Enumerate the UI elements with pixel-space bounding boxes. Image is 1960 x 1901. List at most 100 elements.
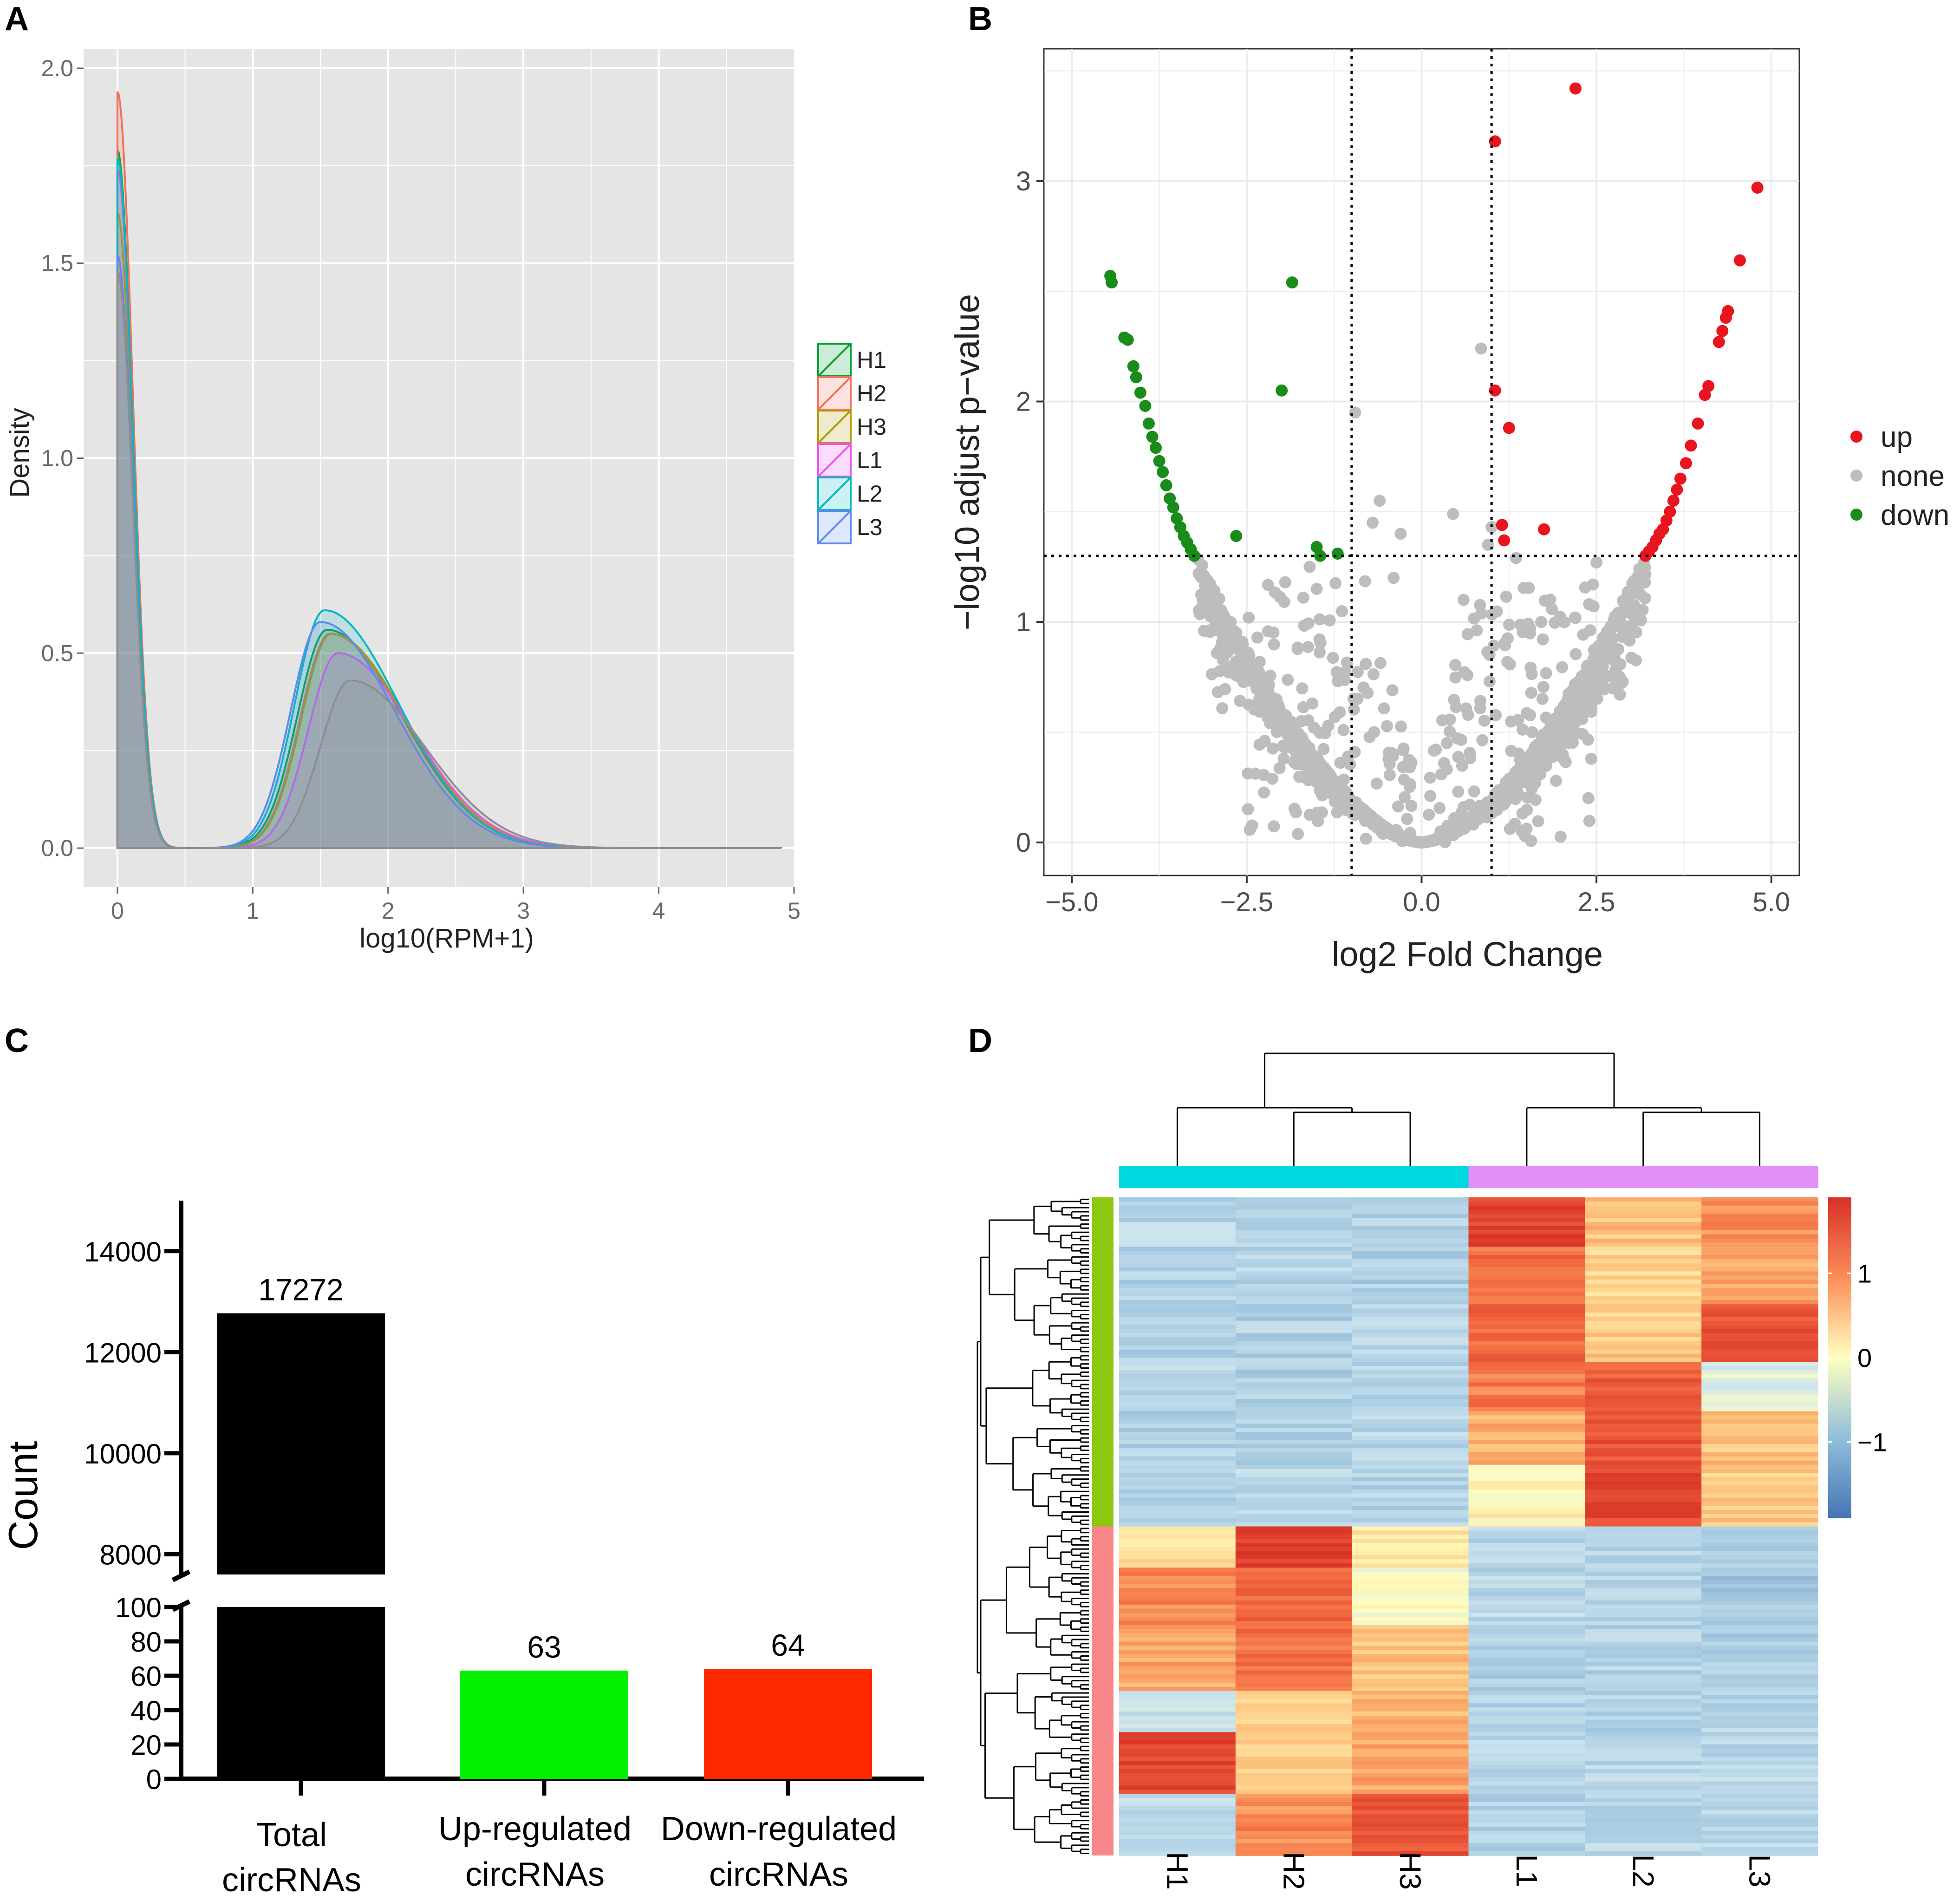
- heatmap-cell: [1119, 1575, 1236, 1581]
- heatmap-cell: [1119, 1592, 1236, 1597]
- heatmap-cell: [1468, 1510, 1586, 1515]
- heatmap-cell: [1119, 1292, 1236, 1297]
- heatmap-cell: [1701, 1843, 1818, 1848]
- heatmap-cell: [1352, 1600, 1469, 1605]
- heatmap-cell: [1701, 1827, 1818, 1831]
- point-none: [1242, 699, 1255, 711]
- heatmap-cell: [1468, 1568, 1586, 1572]
- heatmap-cell: [1585, 1522, 1702, 1527]
- point-none: [1298, 620, 1310, 632]
- heatmap-cell: [1701, 1304, 1818, 1309]
- point-none: [1458, 666, 1471, 679]
- heatmap-cell: [1468, 1757, 1586, 1762]
- heatmap-cell: [1585, 1353, 1702, 1359]
- point-none: [1524, 661, 1537, 674]
- heatmap-cell: [1468, 1781, 1586, 1786]
- point-none: [1485, 521, 1498, 534]
- heatmap-cell: [1585, 1464, 1702, 1470]
- point-none: [1537, 633, 1549, 646]
- point-none: [1303, 809, 1316, 821]
- heatmap-cell: [1235, 1571, 1353, 1576]
- heatmap-cell: [1352, 1275, 1469, 1280]
- point-none: [1273, 762, 1286, 774]
- heatmap-cell: [1352, 1473, 1469, 1478]
- row-group-group2: [1092, 1526, 1113, 1855]
- point-none: [1497, 798, 1510, 811]
- heatmap-cell: [1352, 1617, 1469, 1621]
- heatmap-cell: [1701, 1349, 1818, 1354]
- point-none: [1590, 668, 1603, 680]
- heatmap-cell: [1352, 1214, 1469, 1219]
- heatmap-cell: [1119, 1308, 1236, 1313]
- point-none: [1236, 636, 1249, 648]
- heatmap-cell: [1235, 1259, 1353, 1264]
- heatmap-cell: [1468, 1214, 1586, 1219]
- heatmap-cell: [1119, 1835, 1236, 1840]
- heatmap-cell: [1235, 1715, 1353, 1720]
- heatmap-cell: [1585, 1769, 1702, 1774]
- heatmap-cell: [1235, 1473, 1353, 1478]
- heatmap-cell: [1468, 1806, 1586, 1811]
- heatmap-cell: [1352, 1255, 1469, 1260]
- heatmap-cell: [1352, 1650, 1469, 1654]
- heatmap-cell: [1352, 1748, 1469, 1753]
- heatmap-cell: [1701, 1740, 1818, 1745]
- heatmap-cell: [1235, 1209, 1353, 1215]
- heatmap-cell: [1352, 1608, 1469, 1614]
- heatmap-cell: [1585, 1452, 1702, 1457]
- heatmap-cell: [1235, 1296, 1353, 1301]
- heatmap-cell: [1701, 1464, 1818, 1470]
- heatmap-cell: [1585, 1584, 1702, 1589]
- heatmap-cell: [1235, 1456, 1353, 1461]
- heatmap-cell: [1352, 1851, 1469, 1856]
- point-none: [1215, 604, 1227, 616]
- heatmap-cell: [1701, 1415, 1818, 1420]
- heatmap-cell: [1468, 1695, 1586, 1700]
- heatmap-cell: [1352, 1209, 1469, 1215]
- heatmap-cell: [1585, 1275, 1702, 1280]
- heatmap-cell: [1352, 1320, 1469, 1326]
- heatmap-cell: [1235, 1201, 1353, 1206]
- heatmap-cell: [1119, 1712, 1236, 1716]
- heatmap-cell: [1119, 1226, 1236, 1231]
- heatmap-cell: [1352, 1621, 1469, 1626]
- heatmap-cell: [1701, 1263, 1818, 1268]
- density-x-tick-label: 3: [517, 898, 530, 924]
- heatmap-cell: [1352, 1522, 1469, 1527]
- heatmap-cell: [1701, 1267, 1818, 1272]
- heatmap-cell: [1119, 1275, 1236, 1280]
- point-none: [1322, 719, 1335, 732]
- point-none: [1369, 816, 1381, 828]
- heatmap-cell: [1352, 1267, 1469, 1272]
- point-none: [1545, 751, 1558, 763]
- heatmap-cell: [1468, 1670, 1586, 1675]
- point-none: [1554, 830, 1567, 843]
- heatmap-cell: [1119, 1666, 1236, 1671]
- heatmap-cell: [1468, 1658, 1586, 1663]
- heatmap-cell: [1585, 1715, 1702, 1720]
- heatmap-cell: [1119, 1683, 1236, 1687]
- heatmap-cell: [1235, 1839, 1353, 1844]
- heatmap-cell: [1585, 1818, 1702, 1823]
- heatmap-cell: [1585, 1674, 1702, 1679]
- heatmap-cell: [1119, 1267, 1236, 1272]
- lower-y-tick-label: 60: [130, 1661, 162, 1692]
- heatmap-cell: [1119, 1765, 1236, 1770]
- heatmap-cell: [1701, 1769, 1818, 1774]
- legend-swatch-diag-L3: [818, 511, 851, 543]
- heatmap-cell: [1468, 1790, 1586, 1794]
- heatmap-cell: [1585, 1284, 1702, 1288]
- density-x-tick-label: 0: [111, 898, 124, 924]
- point-none: [1545, 724, 1557, 737]
- heatmap-cell: [1235, 1563, 1353, 1568]
- point-none: [1295, 715, 1308, 727]
- heatmap-cell: [1701, 1353, 1818, 1359]
- heatmap-cell: [1468, 1761, 1586, 1765]
- heatmap-cell: [1585, 1502, 1702, 1507]
- heatmap-cell: [1352, 1592, 1469, 1597]
- upper-y-tick-label: 8000: [100, 1539, 162, 1570]
- heatmap-cell: [1585, 1666, 1702, 1671]
- point-none: [1206, 597, 1218, 609]
- heatmap-cell: [1235, 1781, 1353, 1786]
- heatmap-cell: [1468, 1313, 1586, 1317]
